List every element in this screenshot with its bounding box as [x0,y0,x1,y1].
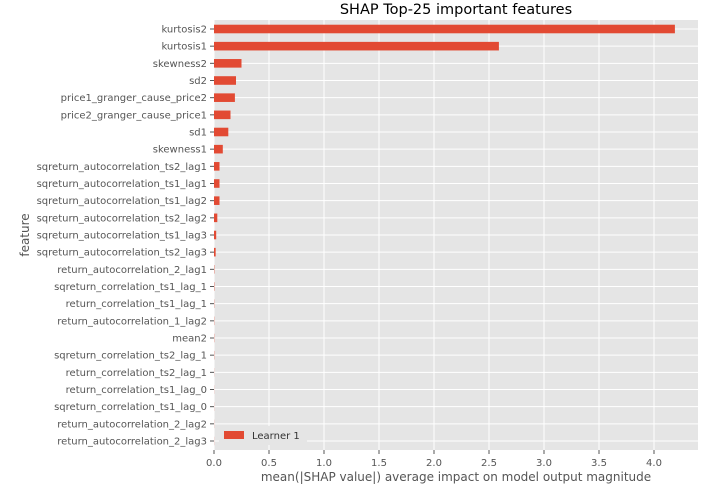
y-tick-label: sqreturn_correlation_ts1_lag_0 [54,402,207,413]
bars-group [214,24,675,446]
x-tick-label: 0.0 [206,458,222,469]
x-tick-label: 1.0 [316,458,332,469]
bar [214,162,220,171]
x-tick-label: 2.5 [481,458,497,469]
y-tick-label: sqreturn_autocorrelation_ts1_lag1 [37,179,207,190]
y-tick-label: sd1 [189,128,207,139]
y-tick-label: sd2 [189,76,207,87]
x-axis-label: mean(|SHAP value|) average impact on mod… [261,470,651,484]
bar [214,196,220,205]
y-tick-label: skewness1 [153,145,207,156]
y-axis-label: feature [18,213,32,256]
x-tick-label: 3.0 [536,458,552,469]
legend-label: Learner 1 [252,431,300,442]
bar [214,247,216,257]
legend-box [219,426,307,445]
y-tick-label: sqreturn_autocorrelation_ts2_lag1 [37,162,207,173]
y-tick-labels: kurtosis2 kurtosis1 skewness2 sd2 price1_gra… [37,25,214,448]
y-tick-label: sqreturn_correlation_ts1_lag_1 [54,282,207,293]
y-tick-label: sqreturn_autocorrelation_ts1_lag2 [37,196,207,207]
y-tick-label: kurtosis1 [161,42,207,53]
x-tick-label: 2.0 [426,458,442,469]
bar [214,144,223,154]
y-tick-label: return_autocorrelation_2_lag2 [57,419,207,430]
y-tick-label: return_autocorrelation_2_lag1 [57,265,207,276]
legend-swatch [224,431,244,439]
y-tick-label: skewness2 [153,59,207,70]
y-tick-label: sqreturn_autocorrelation_ts2_lag2 [37,213,207,224]
y-tick-label: return_autocorrelation_2_lag3 [57,437,207,448]
x-tick-label: 0.5 [261,458,277,469]
chart-title: SHAP Top-25 important features [340,2,572,18]
bar [214,110,231,120]
x-tick-label: 4.0 [646,458,662,469]
bar [214,230,217,240]
x-tick-label: 3.5 [591,458,607,469]
y-tick-label: price1_granger_cause_price2 [61,93,207,104]
y-tick-label: return_correlation_ts1_lag_1 [66,299,207,310]
bar [214,93,235,102]
legend: Learner 1 [219,426,307,445]
bar [214,127,229,137]
bar [214,179,220,188]
x-tick-labels: 0.0 0.5 1.0 1.5 2.0 2.5 3.0 3.5 4.0 [206,450,662,469]
bar [214,24,675,34]
y-tick-label: mean2 [172,334,207,345]
y-tick-label: sqreturn_autocorrelation_ts1_lag3 [37,231,207,242]
y-tick-label: price2_granger_cause_price1 [61,110,207,121]
y-tick-label: return_correlation_ts1_lag_0 [66,385,207,396]
bar [214,76,236,85]
y-tick-label: sqreturn_correlation_ts2_lag_1 [54,351,207,362]
y-tick-label: sqreturn_autocorrelation_ts2_lag3 [37,248,207,259]
y-tick-label: return_autocorrelation_1_lag2 [57,316,207,327]
x-tick-label: 1.5 [371,458,387,469]
y-tick-label: return_correlation_ts2_lag_1 [66,368,207,379]
bar [214,59,242,68]
bar [214,213,218,223]
y-tick-label: kurtosis2 [161,25,207,36]
bar [214,41,499,51]
